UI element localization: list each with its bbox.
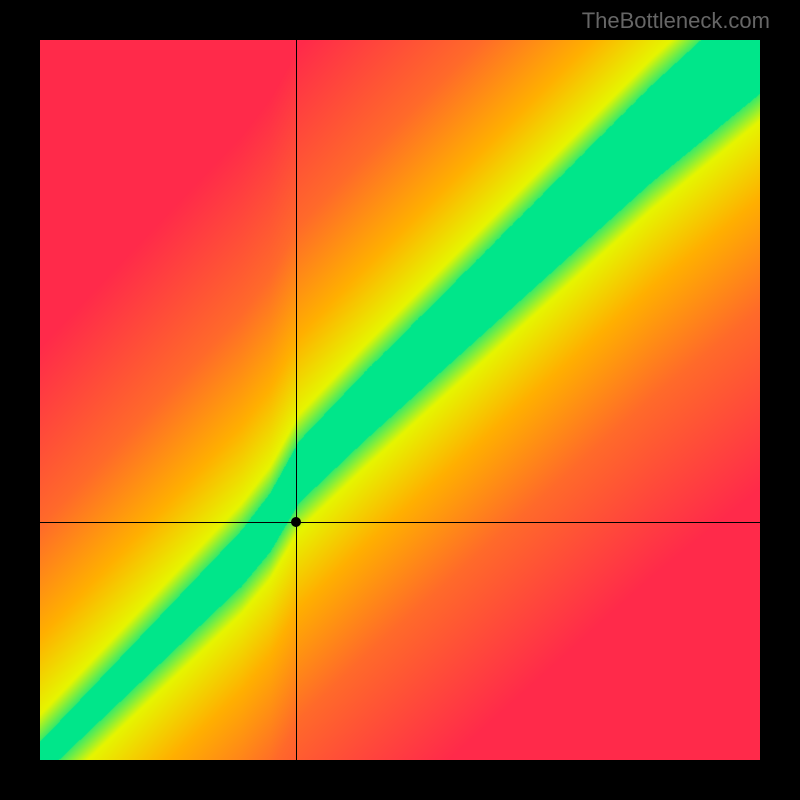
watermark-text: TheBottleneck.com (582, 8, 770, 34)
data-point-marker (291, 517, 301, 527)
crosshair-horizontal (40, 522, 760, 523)
crosshair-vertical (296, 40, 297, 760)
heatmap-canvas (40, 40, 760, 760)
heatmap-plot (40, 40, 760, 760)
